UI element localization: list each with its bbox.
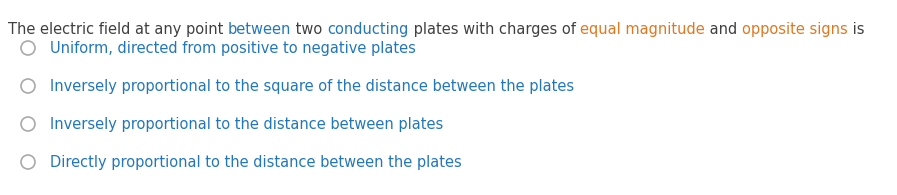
Text: opposite signs: opposite signs — [742, 22, 848, 37]
Text: between: between — [228, 22, 292, 37]
Text: The electric field at any point: The electric field at any point — [8, 22, 228, 37]
Text: plates with charges of: plates with charges of — [409, 22, 580, 37]
Text: Uniform, directed from positive to negative plates: Uniform, directed from positive to negat… — [50, 41, 416, 56]
Text: Directly proportional to the distance between the plates: Directly proportional to the distance be… — [50, 154, 462, 169]
Text: Inversely proportional to the square of the distance between the plates: Inversely proportional to the square of … — [50, 79, 574, 93]
Text: two: two — [292, 22, 327, 37]
Text: equal magnitude: equal magnitude — [580, 22, 705, 37]
Text: conducting: conducting — [327, 22, 409, 37]
Text: is: is — [848, 22, 864, 37]
Text: Inversely proportional to the distance between plates: Inversely proportional to the distance b… — [50, 116, 443, 131]
Text: and: and — [705, 22, 742, 37]
